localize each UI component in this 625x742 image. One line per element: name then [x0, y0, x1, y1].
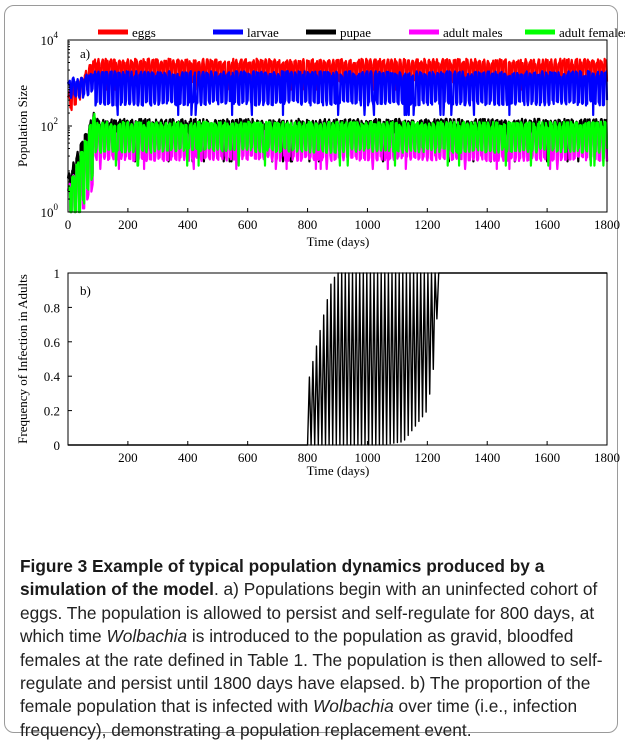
- x-tick-label: 1000: [354, 450, 380, 465]
- series-line-eggs: [66, 57, 609, 112]
- x-tick-label: 1400: [474, 450, 500, 465]
- y-tick-label: 102: [41, 116, 59, 134]
- panel-a: 0 200 400 600 800 1000 1200 1400 1600 1800 100 102…: [15, 25, 625, 249]
- x-tick-label: 1800: [594, 450, 620, 465]
- panel-b-ylabel: Frequency of Infection in Adults: [15, 274, 30, 444]
- panel-a-y-ticks: 100 102 104: [41, 30, 72, 220]
- x-tick-label: 1000: [354, 217, 380, 232]
- y-tick-label: 0.4: [44, 369, 61, 384]
- panel-a-xlabel: Time (days): [307, 234, 370, 249]
- legend-label: larvae: [247, 25, 279, 40]
- x-tick-label: 1800: [594, 217, 620, 232]
- caption-text-3: over time (i.e., infection frequency), d…: [20, 696, 578, 740]
- panel-b-xlabel: Time (days): [307, 463, 370, 478]
- x-tick-label: 1200: [414, 217, 440, 232]
- legend-label: pupae: [340, 25, 371, 40]
- caption-label: Figure 3 Example of typical population d…: [20, 556, 545, 600]
- panel-b-y-ticks: 0 0.2 0.4 0.6 0.8 1: [44, 266, 72, 453]
- panel-b-x-ticks: 200 400 600 800 1000 1200 1400 1600 1800: [118, 441, 620, 465]
- panel-b: 200 400 600 800 1000 1200 1400 1600 1800 0 0.2 0.4…: [15, 266, 620, 478]
- panel-b-series: [68, 272, 607, 446]
- legend-label: adult males: [443, 25, 503, 40]
- panel-a-x-ticks: 0 200 400 600 800 1000 1200 1400 1600 1800: [65, 208, 620, 232]
- panel-b-axes: [67, 272, 608, 446]
- y-tick-label: 0.6: [44, 335, 61, 350]
- x-tick-label: 200: [118, 450, 138, 465]
- x-tick-label: 1600: [534, 450, 560, 465]
- series-line-adult-females: [67, 112, 609, 214]
- x-tick-label: 1400: [474, 217, 500, 232]
- x-tick-label: 800: [298, 217, 318, 232]
- y-tick-label: 0.8: [44, 300, 60, 315]
- panel-a-series: [66, 57, 609, 214]
- x-tick-label: 200: [118, 217, 138, 232]
- series-line-larvae: [66, 69, 609, 117]
- figure-svg: 0 200 400 600 800 1000 1200 1400 1600 1800 100102…: [15, 25, 625, 478]
- y-tick-label: 100: [41, 202, 59, 220]
- caption-text-2: is introduced to the population as gravi…: [20, 626, 603, 717]
- legend-label: adult females: [559, 25, 625, 40]
- y-tick-label: 104: [41, 30, 59, 48]
- legend-label: eggs: [132, 25, 156, 40]
- x-tick-label: 800: [298, 450, 318, 465]
- x-tick-label: 600: [238, 217, 258, 232]
- panel-a-legend: eggs larvae pupae adult males adult females: [98, 25, 625, 40]
- x-tick-label: 600: [238, 450, 258, 465]
- figure-caption: Figure 3 Example of typical population d…: [20, 555, 612, 742]
- panel-b-label: b): [80, 283, 91, 298]
- y-tick-label: 0: [54, 438, 61, 453]
- infection-frequency-line: [68, 272, 607, 446]
- x-tick-label: 1200: [414, 450, 440, 465]
- caption-italic-1: Wolbachia: [106, 626, 188, 647]
- caption-text-1: . a) Populations begin with an uninfecte…: [20, 579, 598, 647]
- x-tick-label: 0: [65, 217, 72, 232]
- x-tick-label: 400: [178, 450, 198, 465]
- panel-a-ylabel: Population Size: [15, 85, 30, 167]
- caption-italic-2: Wolbachia: [313, 696, 394, 717]
- y-tick-label: 1: [54, 266, 61, 281]
- y-tick-label: 0.2: [44, 404, 60, 419]
- x-tick-label: 400: [178, 217, 198, 232]
- x-tick-label: 1600: [534, 217, 560, 232]
- panel-a-label: a): [80, 46, 90, 61]
